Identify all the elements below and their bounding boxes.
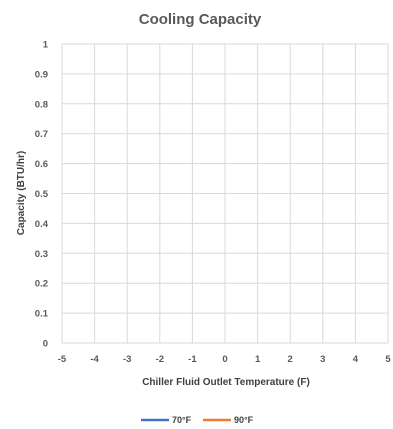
- x-tick-label: 0: [222, 354, 227, 365]
- y-tick-label: 0.6: [35, 159, 48, 170]
- x-tick-label: -4: [90, 354, 99, 365]
- x-tick-labels: -5 -4 -3 -2 -1 0 1 2 3 4 5: [58, 354, 392, 365]
- y-tick-label: 0.5: [35, 189, 49, 200]
- x-axis-label: Chiller Fluid Outlet Temperature (F): [142, 377, 310, 388]
- y-tick-label: 0.2: [35, 279, 48, 290]
- x-tick-label: 5: [385, 354, 391, 365]
- legend-label: 70°F: [172, 415, 192, 425]
- x-tick-label: 2: [288, 354, 293, 365]
- x-tick-label: -5: [58, 354, 67, 365]
- x-tick-label: -3: [123, 354, 131, 365]
- y-tick-label: 0: [43, 339, 48, 350]
- x-tick-label: -2: [156, 354, 164, 365]
- x-tick-label: 4: [353, 354, 359, 365]
- y-tick-labels: 0 0.1 0.2 0.3 0.4 0.5 0.6 0.7 0.8 0.9 1: [35, 40, 49, 350]
- y-tick-label: 0.4: [35, 219, 49, 230]
- x-tick-label: 1: [255, 354, 261, 365]
- y-tick-label: 0.3: [35, 249, 48, 260]
- y-axis-label: Capacity (BTU/hr): [16, 151, 27, 235]
- y-tick-label: 0.9: [35, 69, 48, 80]
- x-tick-label: -1: [188, 354, 197, 365]
- chart-title: Cooling Capacity: [139, 11, 262, 28]
- legend-label: 90°F: [234, 415, 254, 425]
- y-tick-label: 0.7: [35, 129, 48, 140]
- y-tick-label: 1: [43, 40, 49, 51]
- y-tick-label: 0.8: [35, 99, 48, 110]
- grid-layer: [61, 43, 389, 344]
- y-tick-label: 0.1: [35, 309, 49, 320]
- legend: 70°F 90°F: [141, 415, 254, 425]
- x-tick-label: 3: [320, 354, 325, 365]
